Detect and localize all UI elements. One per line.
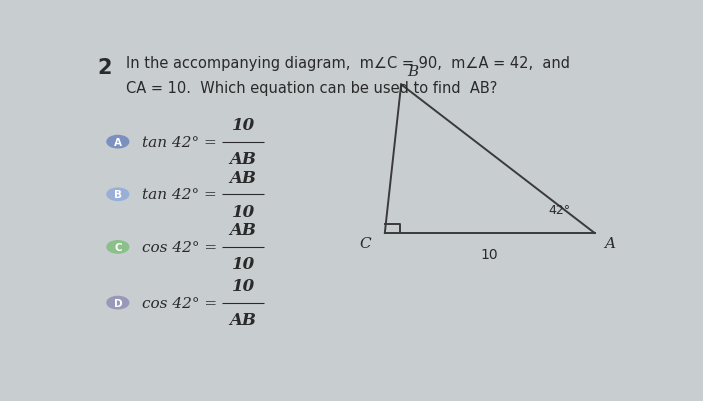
Text: 2: 2 <box>98 57 112 77</box>
Circle shape <box>107 136 129 148</box>
Circle shape <box>107 188 129 201</box>
Text: CA = 10.  Which equation can be used to find  AB?: CA = 10. Which equation can be used to f… <box>126 81 498 95</box>
Text: tan 42° =: tan 42° = <box>143 135 217 149</box>
Text: 10: 10 <box>231 203 254 220</box>
Text: AB: AB <box>230 222 257 239</box>
Text: B: B <box>114 190 122 200</box>
Text: 42°: 42° <box>548 203 570 217</box>
Text: tan 42° =: tan 42° = <box>143 188 217 202</box>
Text: 10: 10 <box>231 277 254 294</box>
Text: A: A <box>605 237 615 251</box>
Text: C: C <box>114 242 122 252</box>
Text: A: A <box>114 137 122 147</box>
Text: 10: 10 <box>231 117 254 134</box>
Text: cos 42° =: cos 42° = <box>143 240 217 254</box>
Circle shape <box>107 297 129 309</box>
Text: 10: 10 <box>231 256 254 273</box>
Text: 10: 10 <box>481 247 498 261</box>
Text: In the accompanying diagram,  m∠C = 90,  m∠A = 42,  and: In the accompanying diagram, m∠C = 90, m… <box>126 56 570 71</box>
Text: C: C <box>359 237 371 251</box>
Circle shape <box>107 241 129 253</box>
Text: cos 42° =: cos 42° = <box>143 296 217 310</box>
Text: B: B <box>408 65 419 79</box>
Text: AB: AB <box>230 311 257 328</box>
Text: D: D <box>113 298 122 308</box>
Text: AB: AB <box>230 169 257 186</box>
Text: AB: AB <box>230 151 257 168</box>
